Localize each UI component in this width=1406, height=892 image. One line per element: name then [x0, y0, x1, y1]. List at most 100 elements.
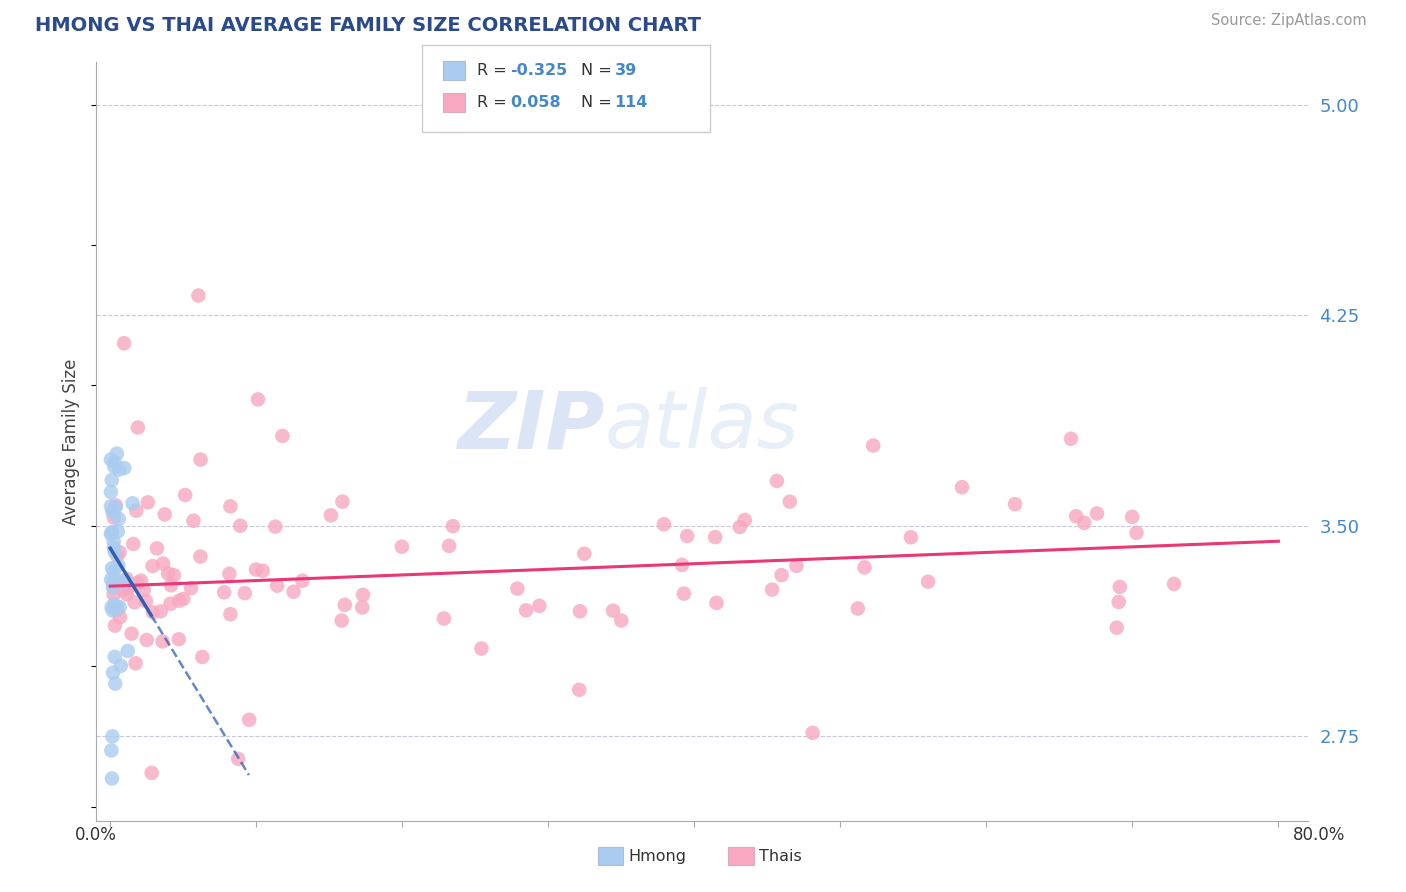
Point [103, 455, 125, 469]
Point [107, 512, 129, 526]
Point [157, 566, 180, 581]
Point [568, 604, 591, 618]
Point [100, 485, 122, 500]
Point [103, 505, 125, 519]
Point [100, 743, 122, 757]
Point [103, 510, 125, 524]
Text: R =: R = [477, 63, 512, 78]
Point [105, 447, 128, 461]
Point [1108, 580, 1130, 594]
Point [1085, 507, 1108, 521]
Point [1064, 509, 1087, 524]
Point [104, 676, 127, 690]
Point [105, 603, 128, 617]
Point [846, 601, 869, 615]
Point [219, 500, 242, 514]
Point [159, 597, 181, 611]
Point [101, 577, 124, 591]
Point [103, 571, 125, 585]
Point [770, 568, 793, 582]
Point [124, 595, 146, 609]
Text: N =: N = [581, 95, 617, 110]
Point [529, 599, 551, 613]
Point [132, 583, 155, 598]
Point [330, 614, 353, 628]
Point [141, 765, 163, 780]
Point [149, 604, 172, 618]
Text: 0.058: 0.058 [510, 95, 561, 110]
Point [704, 530, 727, 544]
Point [101, 581, 124, 595]
Point [103, 587, 125, 601]
Text: -0.325: -0.325 [510, 63, 568, 78]
Text: Thais: Thais [759, 849, 801, 863]
Point [291, 574, 314, 588]
Point [917, 574, 939, 589]
Point [252, 564, 274, 578]
Point [104, 499, 127, 513]
Point [1004, 497, 1026, 511]
Point [283, 584, 305, 599]
Point [105, 599, 128, 614]
Point [135, 594, 157, 608]
Point [104, 500, 127, 515]
Text: 80.0%: 80.0% [1292, 826, 1346, 844]
Point [115, 574, 138, 589]
Point [574, 547, 596, 561]
Point [786, 558, 808, 573]
Point [333, 598, 356, 612]
Point [101, 604, 124, 618]
Point [103, 565, 125, 579]
Point [121, 496, 143, 510]
Point [610, 614, 633, 628]
Point [100, 600, 122, 615]
Text: atlas: atlas [605, 387, 800, 466]
Point [271, 429, 294, 443]
Point [174, 488, 197, 502]
Point [103, 459, 125, 474]
Point [121, 626, 143, 640]
Point [1121, 509, 1143, 524]
Point [136, 495, 159, 509]
Point [183, 514, 205, 528]
Point [1125, 525, 1147, 540]
Point [245, 563, 267, 577]
Point [167, 593, 190, 607]
Point [101, 524, 124, 539]
Point [853, 560, 876, 574]
Point [568, 682, 591, 697]
Point [779, 494, 801, 508]
Point [506, 582, 529, 596]
Point [167, 632, 190, 647]
Point [122, 537, 145, 551]
Point [190, 452, 212, 467]
Point [219, 607, 242, 622]
Point [103, 597, 125, 611]
Point [103, 534, 125, 549]
Text: HMONG VS THAI AVERAGE FAMILY SIZE CORRELATION CHART: HMONG VS THAI AVERAGE FAMILY SIZE CORREL… [35, 16, 702, 35]
Point [264, 519, 287, 533]
Point [107, 524, 129, 539]
Point [108, 545, 131, 559]
Text: ZIP: ZIP [457, 387, 605, 466]
Point [110, 658, 132, 673]
Point [112, 461, 135, 475]
Text: N =: N = [581, 63, 617, 78]
Point [226, 752, 249, 766]
Point [433, 611, 456, 625]
Point [332, 494, 354, 508]
Point [105, 549, 128, 563]
Point [188, 549, 211, 564]
Point [602, 604, 624, 618]
Text: 0.0%: 0.0% [75, 826, 117, 844]
Point [862, 439, 884, 453]
Point [100, 452, 122, 467]
Point [146, 541, 169, 556]
Point [112, 583, 135, 598]
Point [652, 517, 675, 532]
Point [100, 526, 122, 541]
Text: Hmong: Hmong [628, 849, 686, 863]
Point [950, 480, 973, 494]
Point [127, 420, 149, 434]
Point [672, 586, 695, 600]
